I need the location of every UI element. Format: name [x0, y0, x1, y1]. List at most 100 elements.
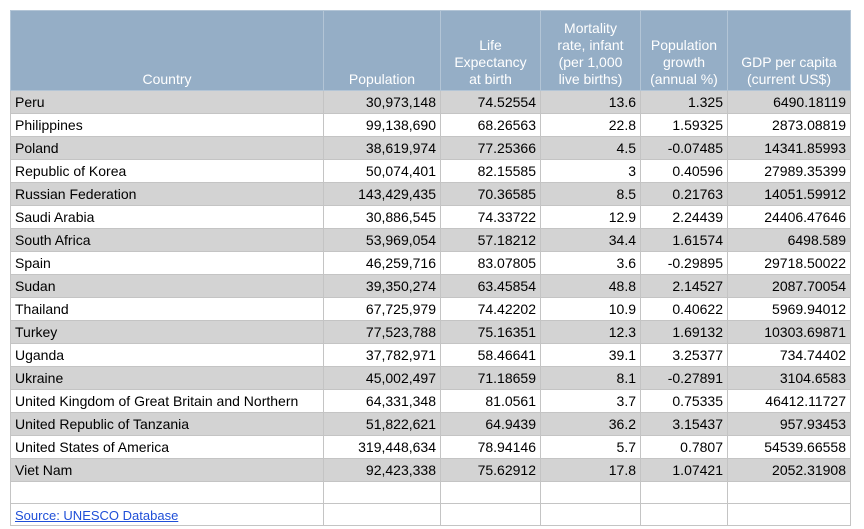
- value-cell: 14051.59912: [727, 182, 851, 206]
- empty-cell: [540, 481, 641, 504]
- empty-cell: [10, 481, 324, 504]
- table-row: United Republic of Tanzania 51,822,621 64.…: [10, 412, 851, 436]
- value-cell: 5.7: [540, 435, 641, 459]
- value-cell: 75.16351: [440, 320, 541, 344]
- value-cell: 0.21763: [640, 182, 728, 206]
- value-cell: 83.07805: [440, 251, 541, 275]
- value-cell: 6490.18119: [727, 90, 851, 114]
- value-cell: 3.7: [540, 389, 641, 413]
- table-row: South Africa 53,969,054 57.18212 34.4 1.6157…: [10, 228, 851, 252]
- table-row: Russian Federation 143,429,435 70.36585 8.5…: [10, 182, 851, 206]
- value-cell: 4.5: [540, 136, 641, 160]
- source-cell: Source: UNESCO Database: [10, 503, 324, 526]
- value-cell: 30,886,545: [323, 205, 441, 229]
- column-header: Mortality rate, infant (per 1,000 live b…: [540, 10, 641, 91]
- value-cell: 13.6: [540, 90, 641, 114]
- value-cell: 37,782,971: [323, 343, 441, 367]
- value-cell: 46,259,716: [323, 251, 441, 275]
- table-row: Spain 46,259,716 83.07805 3.6 -0.29895 29718.…: [10, 251, 851, 275]
- empty-cell: [640, 481, 728, 504]
- value-cell: 30,973,148: [323, 90, 441, 114]
- value-cell: 51,822,621: [323, 412, 441, 436]
- value-cell: 34.4: [540, 228, 641, 252]
- value-cell: 12.3: [540, 320, 641, 344]
- value-cell: -0.27891: [640, 366, 728, 390]
- value-cell: 74.33722: [440, 205, 541, 229]
- value-cell: 46412.11727: [727, 389, 851, 413]
- country-cell: Russian Federation: [10, 182, 324, 206]
- value-cell: 957.93453: [727, 412, 851, 436]
- value-cell: 8.5: [540, 182, 641, 206]
- value-cell: 53,969,054: [323, 228, 441, 252]
- source-link[interactable]: Source: UNESCO Database: [15, 507, 179, 523]
- value-cell: -0.29895: [640, 251, 728, 275]
- table-row: Turkey 77,523,788 75.16351 12.3 1.69132 10303…: [10, 320, 851, 344]
- value-cell: 0.40596: [640, 159, 728, 183]
- value-cell: 17.8: [540, 458, 641, 482]
- value-cell: 3.6: [540, 251, 641, 275]
- value-cell: 10303.69871: [727, 320, 851, 344]
- value-cell: 64,331,348: [323, 389, 441, 413]
- table-row: Philippines 99,138,690 68.26563 22.8 1.59325…: [10, 113, 851, 137]
- country-cell: South Africa: [10, 228, 324, 252]
- column-header: Country: [10, 10, 324, 91]
- empty-cell: [640, 503, 728, 526]
- table-row: United States of America 319,448,634 78.94…: [10, 435, 851, 459]
- value-cell: 14341.85993: [727, 136, 851, 160]
- value-cell: 319,448,634: [323, 435, 441, 459]
- country-cell: Turkey: [10, 320, 324, 344]
- value-cell: 77.25366: [440, 136, 541, 160]
- value-cell: 1.59325: [640, 113, 728, 137]
- country-cell: Thailand: [10, 297, 324, 321]
- value-cell: 734.74402: [727, 343, 851, 367]
- value-cell: 0.75335: [640, 389, 728, 413]
- value-cell: 75.62912: [440, 458, 541, 482]
- value-cell: 29718.50022: [727, 251, 851, 275]
- value-cell: 3104.6583: [727, 366, 851, 390]
- table-row: Viet Nam 92,423,338 75.62912 17.8 1.07421 205…: [10, 458, 851, 482]
- value-cell: 2052.31908: [727, 458, 851, 482]
- country-cell: Spain: [10, 251, 324, 275]
- value-cell: 50,074,401: [323, 159, 441, 183]
- value-cell: 74.42202: [440, 297, 541, 321]
- value-cell: 2873.08819: [727, 113, 851, 137]
- empty-cell: [440, 481, 541, 504]
- value-cell: 2087.70054: [727, 274, 851, 298]
- value-cell: 24406.47646: [727, 205, 851, 229]
- value-cell: 0.40622: [640, 297, 728, 321]
- column-header: Life Expectancy at birth: [440, 10, 541, 91]
- value-cell: 45,002,497: [323, 366, 441, 390]
- empty-row: [10, 481, 851, 504]
- value-cell: 27989.35399: [727, 159, 851, 183]
- value-cell: 5969.94012: [727, 297, 851, 321]
- country-cell: Poland: [10, 136, 324, 160]
- value-cell: 1.07421: [640, 458, 728, 482]
- value-cell: 64.9439: [440, 412, 541, 436]
- data-table: Country Population Life Expectancy at birt…: [10, 10, 851, 526]
- header-row: Country Population Life Expectancy at birt…: [10, 10, 851, 91]
- empty-cell: [540, 503, 641, 526]
- country-cell: Viet Nam: [10, 458, 324, 482]
- table-row: Peru 30,973,148 74.52554 13.6 1.325 6490.1811…: [10, 90, 851, 114]
- value-cell: 36.2: [540, 412, 641, 436]
- value-cell: 78.94146: [440, 435, 541, 459]
- value-cell: 12.9: [540, 205, 641, 229]
- value-cell: 39,350,274: [323, 274, 441, 298]
- table-body: Peru 30,973,148 74.52554 13.6 1.325 6490.1811…: [10, 90, 851, 526]
- value-cell: 70.36585: [440, 182, 541, 206]
- country-cell: Ukraine: [10, 366, 324, 390]
- country-cell: United Republic of Tanzania: [10, 412, 324, 436]
- value-cell: 3.15437: [640, 412, 728, 436]
- value-cell: 74.52554: [440, 90, 541, 114]
- value-cell: 2.14527: [640, 274, 728, 298]
- value-cell: 81.0561: [440, 389, 541, 413]
- value-cell: 68.26563: [440, 113, 541, 137]
- value-cell: 2.24439: [640, 205, 728, 229]
- value-cell: 0.7807: [640, 435, 728, 459]
- value-cell: 1.69132: [640, 320, 728, 344]
- table-row: Republic of Korea 50,074,401 82.15585 3 0.40…: [10, 159, 851, 183]
- value-cell: 38,619,974: [323, 136, 441, 160]
- empty-cell: [323, 503, 441, 526]
- country-cell: Sudan: [10, 274, 324, 298]
